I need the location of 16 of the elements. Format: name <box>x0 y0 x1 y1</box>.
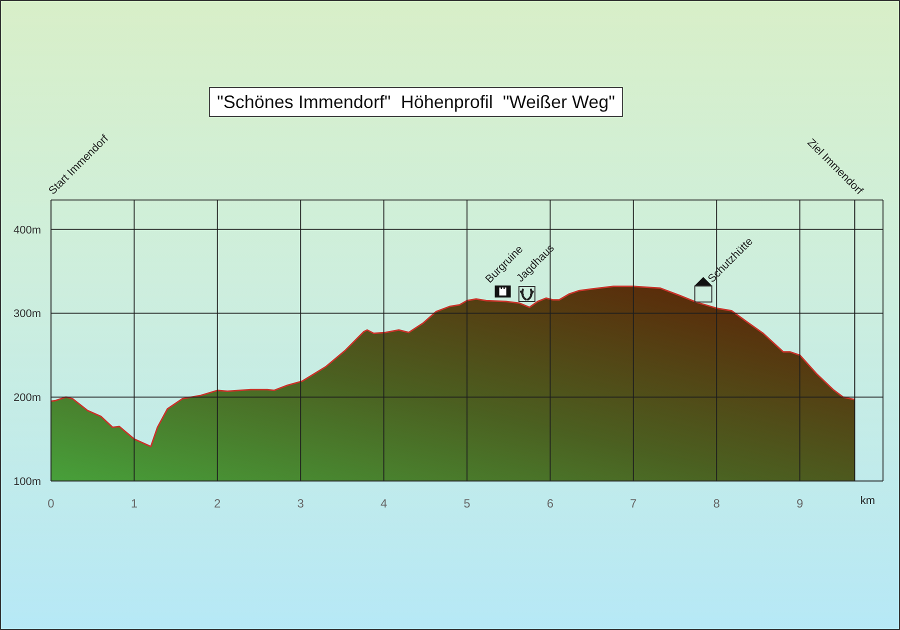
x-tick-label: 5 <box>464 496 471 511</box>
x-tick-label: 7 <box>630 496 638 511</box>
x-tick-label: 2 <box>214 496 222 511</box>
y-tick-label: 300m <box>13 308 41 320</box>
x-tick-label: 6 <box>546 496 554 511</box>
x-tick-label: 1 <box>130 496 138 511</box>
x-tick-label: 9 <box>796 496 804 511</box>
x-tick-label: 0 <box>48 496 55 511</box>
chart-title: "Schönes Immendorf" Höhenprofil "Weißer Weg" <box>208 87 624 117</box>
x-tick-label: 8 <box>713 496 720 511</box>
x-axis-title: km <box>860 494 875 507</box>
x-tick-label: 3 <box>297 496 304 511</box>
y-tick-label: 100m <box>13 476 41 488</box>
x-tick-label: 4 <box>380 496 388 511</box>
y-tick-label: 200m <box>13 392 41 404</box>
y-tick-label: 400m <box>13 224 41 236</box>
